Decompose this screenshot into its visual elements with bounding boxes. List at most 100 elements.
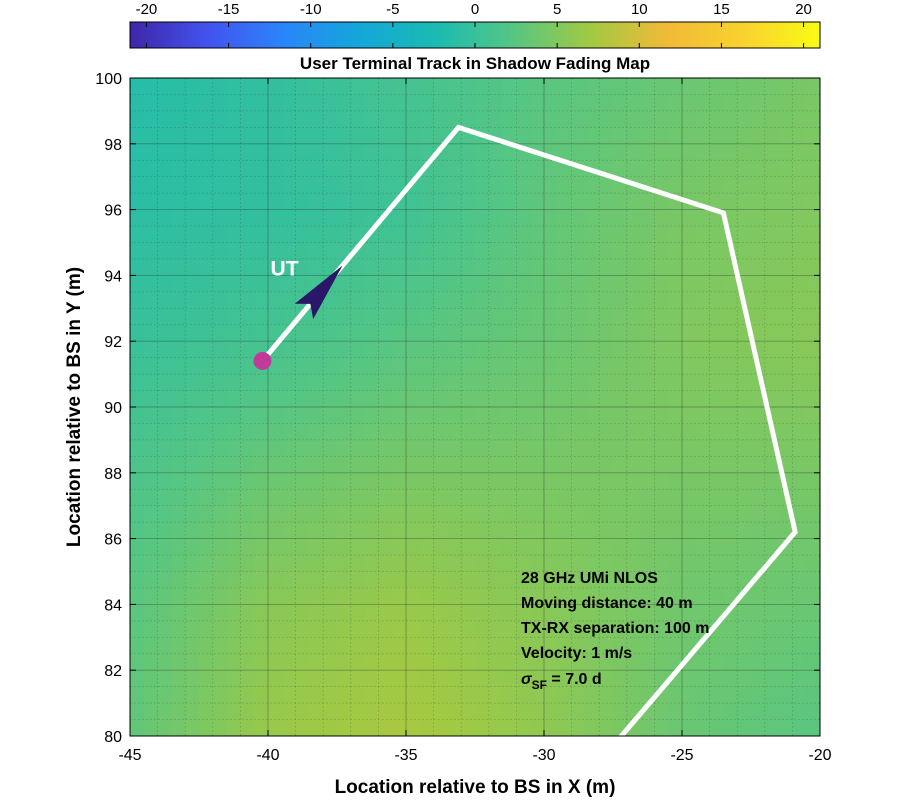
heatmap-cell	[254, 472, 269, 490]
shadow-fading-heatmap	[130, 78, 820, 736]
heatmap-cell	[709, 94, 724, 112]
heatmap-cell	[488, 620, 504, 638]
heatmap-cell	[337, 505, 352, 523]
heatmap-cell	[737, 242, 752, 260]
heatmap-cell	[571, 226, 586, 244]
heatmap-cell	[626, 653, 642, 671]
heatmap-cell	[502, 110, 517, 128]
heatmap-cell	[557, 670, 573, 688]
heatmap-cell	[557, 193, 573, 211]
heatmap-cell	[419, 522, 435, 540]
heatmap-cell	[309, 407, 324, 425]
heatmap-cell	[461, 489, 476, 507]
heatmap-cell	[171, 390, 186, 408]
heatmap-cell	[185, 94, 200, 112]
heatmap-cell	[309, 258, 324, 276]
heatmap-cell	[764, 143, 780, 161]
heatmap-cell	[143, 703, 159, 721]
heatmap-cell	[419, 275, 435, 293]
heatmap-cell	[695, 439, 711, 457]
heatmap-cell	[626, 374, 642, 392]
heatmap-cell	[240, 143, 255, 161]
heatmap-cell	[723, 571, 738, 589]
heatmap-cell	[364, 604, 379, 622]
heatmap-cell	[613, 423, 628, 441]
heatmap-cell	[281, 176, 297, 194]
heatmap-cell	[792, 324, 807, 342]
heatmap-cell	[709, 390, 724, 408]
heatmap-cell	[392, 258, 407, 276]
heatmap-cell	[309, 456, 324, 474]
heatmap-cell	[461, 604, 476, 622]
heatmap-cell	[516, 94, 531, 112]
heatmap-cell	[130, 439, 145, 457]
heatmap-cell	[226, 489, 241, 507]
heatmap-cell	[695, 423, 711, 441]
heatmap-cell	[475, 110, 490, 128]
heatmap-cell	[806, 620, 820, 638]
heatmap-cell	[585, 703, 600, 721]
heatmap-cell	[281, 439, 297, 457]
heatmap-cell	[378, 456, 393, 474]
heatmap-cell	[682, 505, 697, 523]
heatmap-cell	[240, 571, 255, 589]
heatmap-cell	[709, 472, 724, 490]
heatmap-cell	[378, 555, 393, 573]
heatmap-cell	[613, 439, 628, 457]
heatmap-cell	[419, 374, 435, 392]
heatmap-cell	[613, 538, 628, 556]
heatmap-cell	[309, 587, 324, 605]
heatmap-cell	[737, 226, 752, 244]
heatmap-cell	[557, 209, 573, 227]
heatmap-cell	[364, 160, 379, 178]
heatmap-cell	[392, 472, 407, 490]
heatmap-cell	[461, 423, 476, 441]
heatmap-cell	[143, 587, 159, 605]
heatmap-cell	[295, 637, 310, 655]
heatmap-cell	[516, 637, 531, 655]
heatmap-cell	[240, 291, 255, 309]
heatmap-cell	[226, 637, 241, 655]
heatmap-cell	[130, 357, 145, 375]
heatmap-cell	[406, 489, 421, 507]
heatmap-cell	[654, 193, 669, 211]
heatmap-cell	[309, 637, 324, 655]
heatmap-cell	[433, 193, 448, 211]
heatmap-cell	[709, 275, 724, 293]
heatmap-cell	[364, 571, 379, 589]
heatmap-cell	[171, 226, 186, 244]
heatmap-cell	[723, 472, 738, 490]
heatmap-cell	[364, 439, 379, 457]
heatmap-cell	[323, 258, 338, 276]
heatmap-cell	[447, 176, 462, 194]
heatmap-cell	[626, 555, 642, 573]
heatmap-cell	[350, 324, 366, 342]
heatmap-cell	[392, 341, 407, 359]
heatmap-cell	[502, 226, 517, 244]
sigma-symbol: σ	[521, 671, 533, 688]
heatmap-cell	[171, 78, 186, 96]
heatmap-cell	[516, 357, 531, 375]
heatmap-cell	[185, 258, 200, 276]
heatmap-cell	[640, 275, 655, 293]
heatmap-cell	[406, 407, 421, 425]
heatmap-cell	[199, 374, 214, 392]
heatmap-cell	[626, 390, 642, 408]
heatmap-cell	[364, 670, 379, 688]
heatmap-cell	[240, 176, 255, 194]
heatmap-cell	[171, 439, 186, 457]
heatmap-cell	[406, 242, 421, 260]
heatmap-cell	[544, 407, 559, 425]
heatmap-cell	[516, 374, 531, 392]
heatmap-cell	[378, 423, 393, 441]
heatmap-cell	[557, 686, 573, 704]
heatmap-cell	[185, 143, 200, 161]
heatmap-cell	[778, 374, 793, 392]
heatmap-cell	[475, 160, 490, 178]
heatmap-cell	[613, 374, 628, 392]
heatmap-cell	[254, 439, 269, 457]
heatmap-cell	[419, 160, 435, 178]
heatmap-cell	[778, 653, 793, 671]
heatmap-cell	[475, 489, 490, 507]
heatmap-cell	[530, 160, 545, 178]
